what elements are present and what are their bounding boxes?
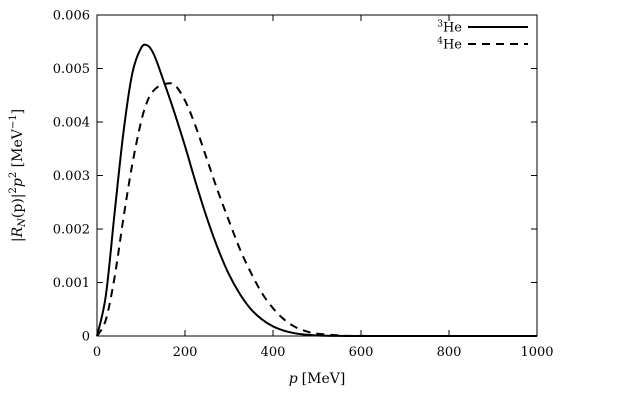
y-tick-label: 0.003 bbox=[53, 169, 90, 184]
y-label-sub: N bbox=[17, 217, 28, 228]
x-tick-label: 800 bbox=[437, 345, 462, 360]
y-label-sup-a: 2 bbox=[8, 187, 19, 193]
y-tick-labels: 0 0.001 0.002 0.003 0.004 0.005 0.006 bbox=[53, 9, 90, 345]
x-axis-label-unit: [MeV] bbox=[302, 371, 346, 387]
x-tick-label: 0 bbox=[93, 345, 101, 360]
x-tick-label: 600 bbox=[349, 345, 374, 360]
y-tick-label: 0.001 bbox=[53, 276, 90, 291]
x-tick-label: 200 bbox=[173, 345, 198, 360]
y-tick-label: 0.005 bbox=[53, 62, 90, 77]
x-tick-labels: 0 200 400 600 800 1000 bbox=[93, 345, 554, 360]
y-label-unit-open: [MeV bbox=[10, 128, 26, 172]
y-tick-label: 0.004 bbox=[53, 116, 90, 131]
x-axis-label: p [MeV] bbox=[289, 371, 346, 387]
legend-label: 4He bbox=[437, 37, 462, 53]
series-line-he3 bbox=[96, 43, 537, 337]
x-axis-label-symbol: p bbox=[289, 371, 298, 387]
tick-marks bbox=[96, 14, 538, 337]
y-label-r: R bbox=[10, 226, 26, 238]
y-label-arg: (p)| bbox=[10, 193, 26, 218]
y-label-unit-close: ] bbox=[10, 109, 26, 114]
y-axis-label: |RN(p)|2p2 [MeV−1] bbox=[8, 109, 28, 242]
legend-label-sup: 3 bbox=[437, 20, 443, 30]
x-tick-label: 400 bbox=[261, 345, 286, 360]
y-tick-label: 0.002 bbox=[53, 223, 90, 238]
y-label-sup-b: 2 bbox=[8, 172, 19, 178]
y-tick-label: 0 bbox=[82, 330, 90, 345]
legend-label: 3He bbox=[437, 20, 462, 36]
series-line-he4 bbox=[96, 82, 537, 337]
y-label-unit-sup: −1 bbox=[8, 114, 19, 129]
y-tick-label: 0.006 bbox=[53, 9, 90, 24]
legend-label-name: He bbox=[443, 21, 462, 36]
series-layer bbox=[96, 43, 537, 337]
y-label-bar: | bbox=[10, 237, 26, 242]
plot-frame bbox=[96, 14, 538, 337]
x-tick-label: 1000 bbox=[520, 345, 553, 360]
legend-label-sup: 4 bbox=[437, 37, 443, 47]
y-label-p: p bbox=[10, 178, 26, 187]
legend-label-name: He bbox=[443, 38, 462, 53]
